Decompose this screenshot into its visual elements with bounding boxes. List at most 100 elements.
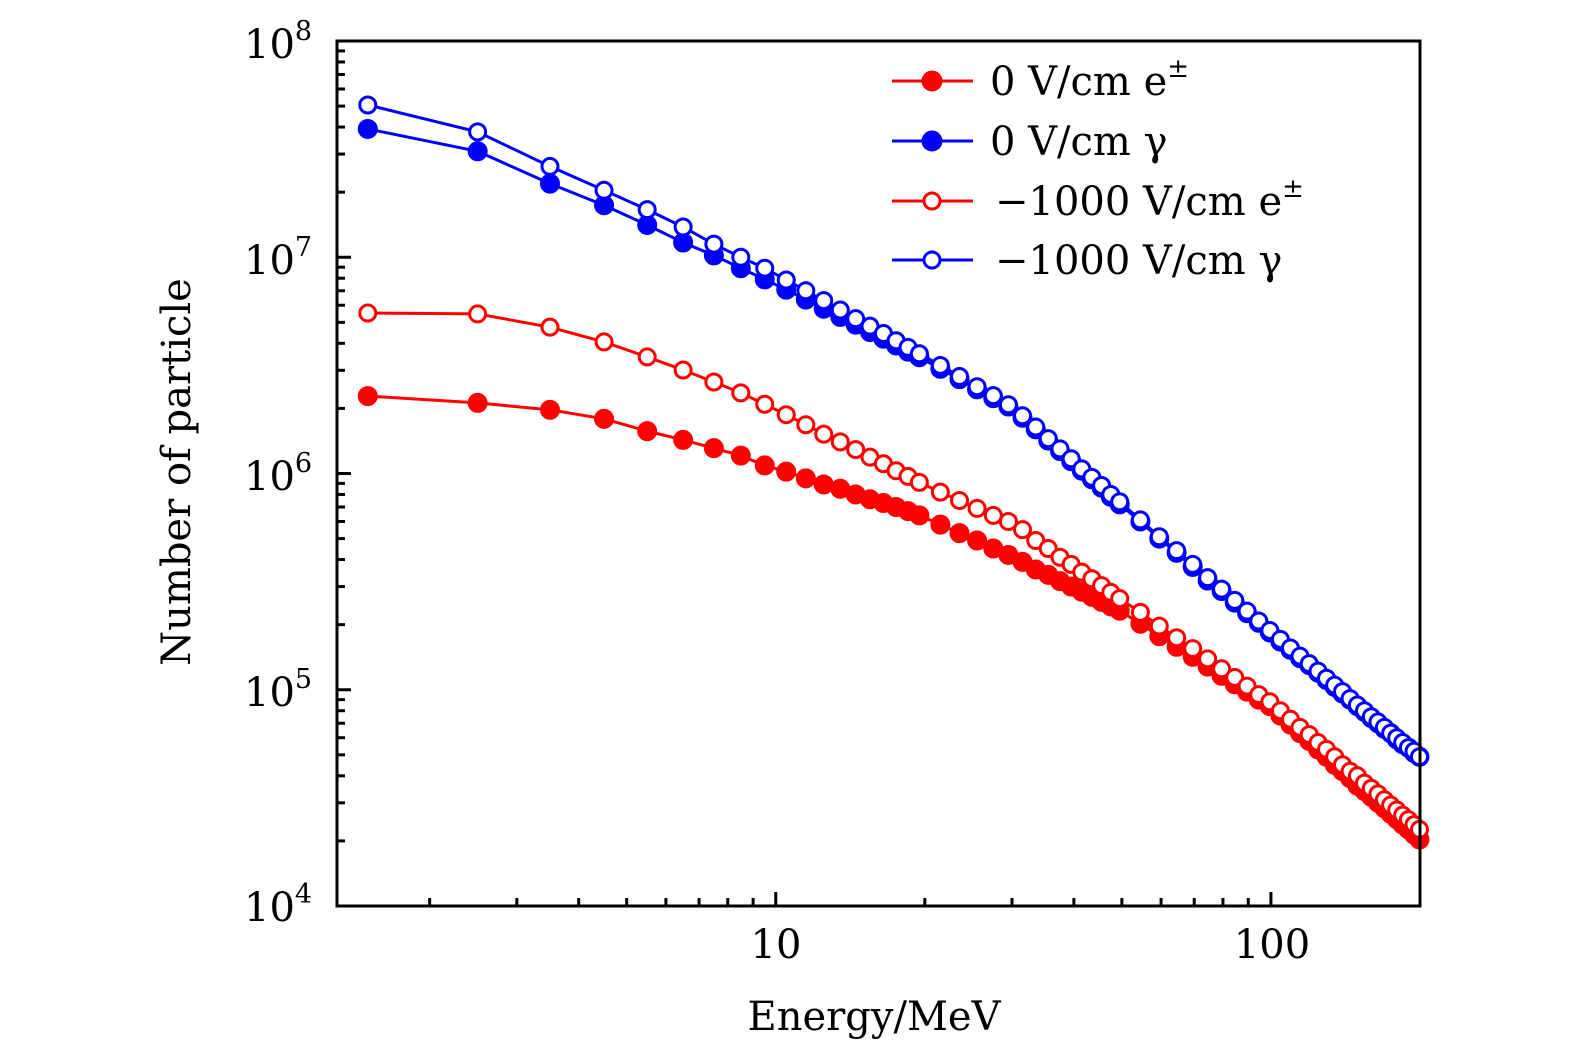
legend-item-0V-electron: 0 V/cm e± [892,54,1189,105]
data-point [673,360,693,380]
data-point [1198,568,1218,588]
data-point [357,118,378,139]
data-point [814,291,834,311]
data-point [830,300,850,320]
data-point [358,95,378,115]
y-tick-labels: 104 105 106 107 108 [244,16,312,931]
data-point [704,372,724,392]
data-point [1167,541,1187,561]
data-point [846,440,866,460]
y-tick-label-1e7: 107 [244,232,312,284]
axes-layer [335,39,1422,908]
data-point [813,474,834,495]
data-point [1026,417,1046,437]
data-point [830,432,850,452]
legend-label: −1000 V/cm γ [995,238,1282,284]
data-point [594,180,614,200]
data-point [673,217,693,237]
data-point [730,445,751,466]
legend-marker-open [922,250,942,270]
data-point [1183,554,1203,574]
data-point [776,270,796,290]
legend-item-0V-gamma: 0 V/cm γ [892,119,1167,165]
data-point [1212,659,1232,679]
plot-frame [335,39,1422,908]
data-point [1130,510,1150,530]
data-point [949,523,970,544]
legend: 0 V/cm e± 0 V/cm γ −1000 V/cm e± −1000 V… [892,54,1304,284]
y-axis-title: Number of particle [154,278,200,666]
series-3 [358,95,1429,767]
data-point [1183,639,1203,659]
data-point [983,505,1003,525]
data-point [776,461,797,482]
data-point [357,386,378,407]
y-tick-label-1e5: 105 [244,664,312,716]
legend-label: 0 V/cm γ [990,119,1167,165]
data-point [731,383,751,403]
series-0 [357,386,1430,850]
data-point [594,332,614,352]
x-tick-labels: 10 100 [751,922,1311,968]
data-point [1212,579,1232,599]
data-point [930,482,950,502]
data-point [795,468,816,489]
data-point [1149,616,1169,636]
data-point [1167,628,1187,648]
data-point [967,498,987,518]
data-point [637,421,658,442]
data-point [1237,601,1257,621]
data-point [540,317,560,337]
legend-item-1000V-electron: −1000 V/cm e± [892,174,1304,225]
data-point [539,173,560,194]
legend-label: 0 V/cm e± [990,54,1189,105]
y-tick-label-1e8: 108 [244,16,312,68]
data-point [998,395,1018,415]
data-point [776,405,796,425]
series-layer [357,95,1430,850]
data-point [930,355,950,375]
data-point [637,347,657,367]
data-point [467,392,488,413]
x-tick-label-10: 10 [751,922,802,968]
data-point [1225,590,1245,610]
data-point [703,438,724,459]
data-point [754,455,775,476]
data-point [909,505,930,526]
data-point [1130,602,1150,622]
data-point [467,141,488,162]
data-point [950,491,970,511]
data-point [967,377,987,397]
data-point [796,281,816,301]
data-point [796,415,816,435]
data-point [909,344,929,364]
data-point [468,122,488,142]
data-point [1110,589,1130,609]
data-point [731,247,751,267]
y-tick-label-1e6: 106 [244,448,312,500]
x-minor-ticks [428,892,1422,906]
data-point [846,309,866,329]
data-point [930,514,951,535]
data-point [637,200,657,220]
data-point [755,258,775,278]
data-point [539,399,560,420]
data-point [1038,429,1058,449]
legend-marker-filled [921,130,943,152]
data-point [1013,406,1033,426]
data-point [540,156,560,176]
data-point [594,408,615,429]
legend-marker-open [922,191,942,211]
data-point [1225,667,1245,687]
series-line [367,311,1421,831]
legend-label: −1000 V/cm e± [995,174,1304,225]
data-point [998,511,1018,531]
data-point [1198,649,1218,669]
data-point [358,303,378,323]
x-tick-label-100: 100 [1234,922,1310,968]
data-point [1149,527,1169,547]
data-point [909,472,929,492]
legend-item-1000V-gamma: −1000 V/cm γ [892,238,1282,284]
data-point [704,234,724,254]
